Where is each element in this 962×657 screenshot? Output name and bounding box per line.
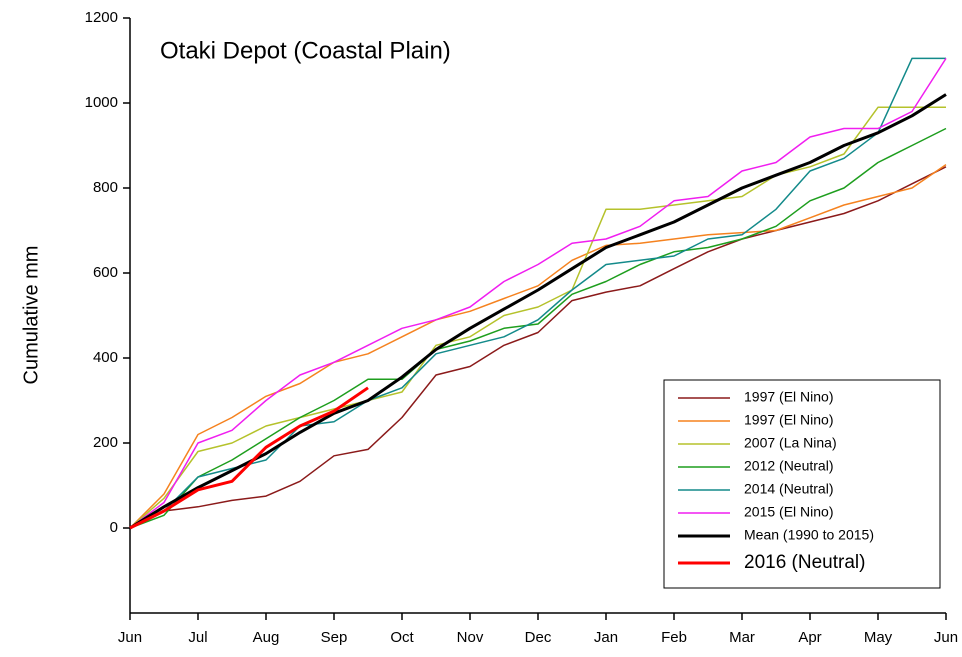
legend-label: 2012 (Neutral): [744, 458, 834, 474]
series-line: [129, 127, 947, 529]
y-tick-label: 200: [93, 434, 118, 451]
series-line: [129, 57, 947, 529]
legend-label: Mean (1990 to 2015): [744, 527, 874, 543]
x-tick-label: Aug: [253, 629, 280, 646]
x-tick-label: Nov: [457, 629, 484, 646]
y-tick-label: 1000: [85, 94, 118, 111]
x-tick-label: Mar: [729, 629, 755, 646]
series-line: [129, 57, 946, 529]
y-tick-label: 600: [93, 264, 118, 281]
y-axis-label: Cumulative mm: [20, 246, 42, 385]
x-tick-label: Oct: [390, 629, 414, 646]
x-tick-label: Dec: [525, 629, 552, 646]
legend-box: [663, 379, 941, 589]
x-tick-label: Jan: [594, 629, 618, 646]
series-line: [129, 93, 947, 530]
x-tick-label: Jul: [188, 629, 207, 646]
series-line: [129, 386, 369, 530]
x-tick-label: Sep: [321, 629, 348, 646]
legend-label: 1997 (El Nino): [744, 412, 834, 428]
x-tick-label: Jun: [118, 629, 142, 646]
x-tick-label: Apr: [798, 629, 821, 646]
chart-title: Otaki Depot (Coastal Plain): [160, 37, 451, 64]
x-tick-label: May: [864, 629, 893, 646]
x-tick-label: Feb: [661, 629, 687, 646]
legend-label: 2015 (El Nino): [744, 504, 834, 520]
series-line: [129, 166, 947, 529]
y-tick-label: 1200: [85, 9, 118, 26]
legend-label: 2007 (La Nina): [744, 435, 837, 451]
y-tick-label: 800: [93, 179, 118, 196]
x-tick-label: Jun: [934, 629, 958, 646]
legend-label: 1997 (El Nino): [744, 389, 834, 405]
series-line: [129, 106, 946, 529]
legend-label: 2014 (Neutral): [744, 481, 834, 497]
series-line: [129, 163, 947, 529]
y-tick-label: 0: [110, 519, 118, 536]
y-tick-label: 400: [93, 349, 118, 366]
legend-label: 2016 (Neutral): [744, 552, 865, 573]
